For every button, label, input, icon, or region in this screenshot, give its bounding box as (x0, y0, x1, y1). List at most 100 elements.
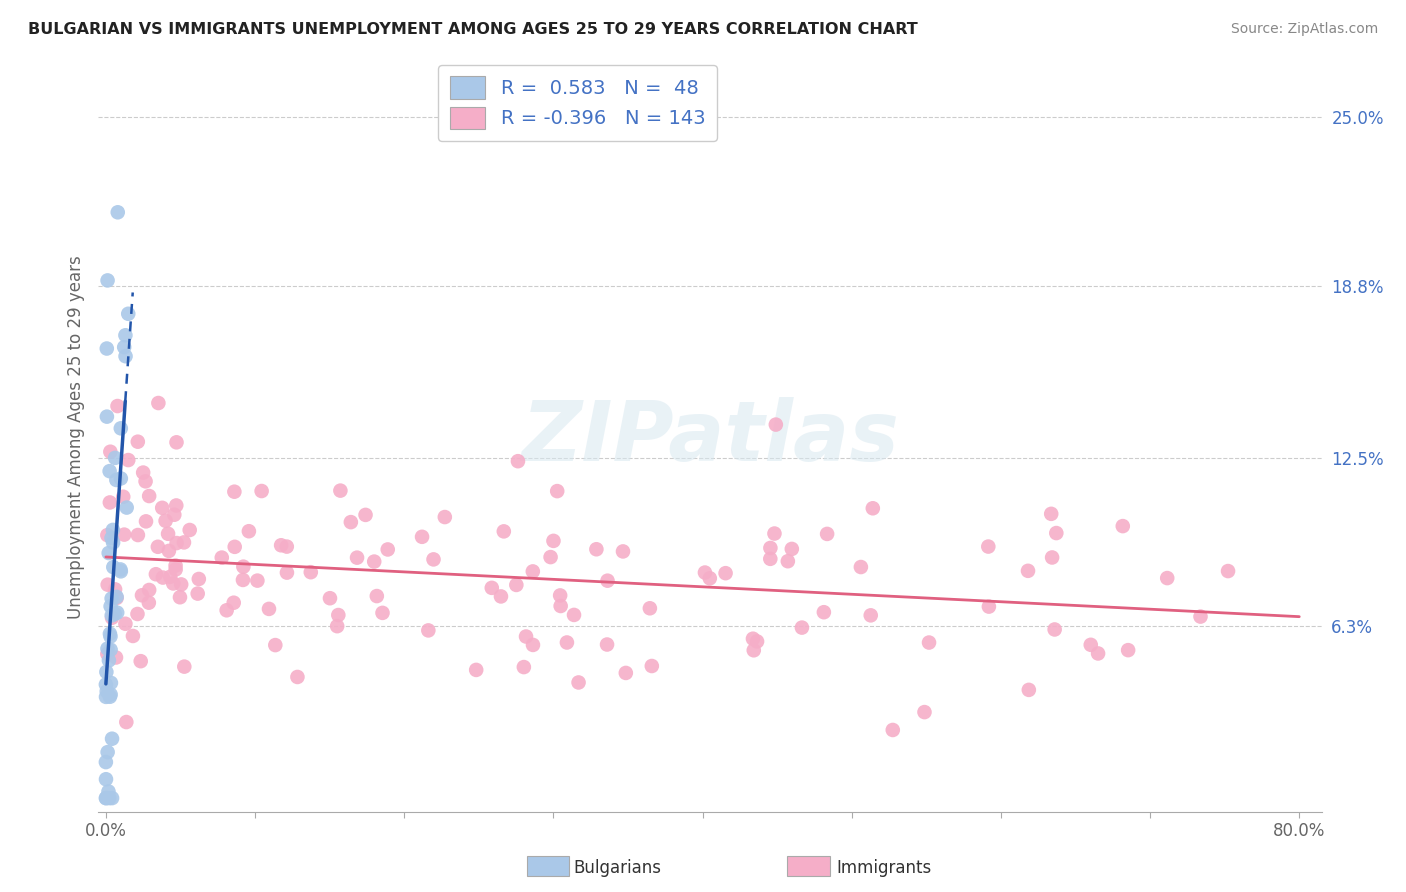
Point (489, 590, 512, 604)
Point (548, 589, 571, 603)
Point (1189, 609, 1212, 624)
Point (155, 514, 177, 528)
Point (100, 531, 122, 545)
Point (97, 653, 120, 667)
Point (585, 542, 607, 557)
Point (148, 396, 170, 410)
Point (326, 619, 349, 633)
Point (107, 399, 129, 413)
Point (110, 565, 132, 579)
Point (101, 611, 124, 625)
Point (94, 791, 117, 805)
Point (299, 565, 322, 579)
Point (250, 483, 273, 498)
Point (132, 466, 155, 480)
Point (354, 508, 377, 522)
Point (264, 638, 287, 652)
Point (780, 541, 803, 556)
Point (150, 500, 173, 515)
Point (117, 307, 139, 321)
Point (101, 731, 124, 746)
Point (224, 484, 246, 499)
Point (513, 660, 536, 674)
Point (98, 690, 121, 704)
Point (1080, 638, 1102, 652)
Point (550, 599, 572, 613)
Point (166, 435, 188, 450)
Point (94, 690, 117, 704)
Point (101, 791, 124, 805)
Point (1017, 564, 1039, 578)
Point (114, 349, 136, 363)
Point (1045, 526, 1067, 541)
Point (135, 514, 157, 528)
Point (131, 588, 153, 602)
Point (127, 607, 149, 621)
Point (110, 562, 132, 576)
Point (97, 273, 120, 287)
Point (96, 684, 118, 698)
Point (287, 670, 309, 684)
Point (232, 559, 254, 574)
Point (104, 607, 127, 621)
Point (101, 523, 124, 537)
Point (96, 409, 118, 424)
Point (765, 417, 787, 432)
Point (94, 755, 117, 769)
Point (506, 454, 529, 468)
Y-axis label: Unemployment Among Ages 25 to 29 years: Unemployment Among Ages 25 to 29 years (66, 255, 84, 619)
Point (97, 745, 120, 759)
Point (363, 555, 385, 569)
Point (1216, 564, 1239, 578)
Point (110, 471, 132, 485)
Point (127, 434, 149, 449)
Point (173, 659, 195, 673)
Point (105, 606, 128, 620)
Point (138, 582, 160, 597)
Point (152, 570, 174, 584)
Point (100, 591, 122, 606)
Point (105, 590, 128, 604)
Point (98, 495, 121, 509)
Point (145, 567, 167, 582)
Point (1156, 571, 1178, 585)
Point (522, 638, 544, 652)
Point (232, 573, 254, 587)
Point (859, 608, 882, 623)
Point (138, 596, 160, 610)
Point (98, 626, 121, 640)
Point (97, 577, 120, 591)
Point (1018, 682, 1040, 697)
Point (162, 576, 184, 591)
Point (815, 527, 838, 541)
Point (94, 677, 117, 691)
Text: BULGARIAN VS IMMIGRANTS UNEMPLOYMENT AMONG AGES 25 TO 29 YEARS CORRELATION CHART: BULGARIAN VS IMMIGRANTS UNEMPLOYMENT AMO… (28, 22, 918, 37)
Point (328, 608, 350, 623)
Point (98, 464, 121, 478)
Point (127, 528, 149, 542)
Point (96, 641, 118, 656)
Point (114, 328, 136, 343)
Point (1087, 647, 1109, 661)
Point (159, 570, 181, 584)
Point (612, 544, 634, 558)
Point (169, 591, 191, 605)
Point (596, 574, 619, 588)
Point (100, 630, 122, 644)
Point (377, 542, 399, 557)
Point (742, 632, 765, 646)
Text: Source: ZipAtlas.com: Source: ZipAtlas.com (1230, 22, 1378, 37)
Point (759, 541, 782, 555)
Point (110, 421, 132, 435)
Point (179, 523, 201, 537)
Point (105, 473, 128, 487)
Point (614, 665, 637, 680)
Point (138, 489, 160, 503)
Point (346, 550, 368, 565)
Point (112, 527, 135, 541)
Point (187, 586, 209, 600)
Point (215, 603, 238, 617)
Point (790, 621, 813, 635)
Legend: R =  0.583   N =  48, R = -0.396   N = 143: R = 0.583 N = 48, R = -0.396 N = 143 (439, 64, 717, 141)
Point (1043, 623, 1066, 637)
